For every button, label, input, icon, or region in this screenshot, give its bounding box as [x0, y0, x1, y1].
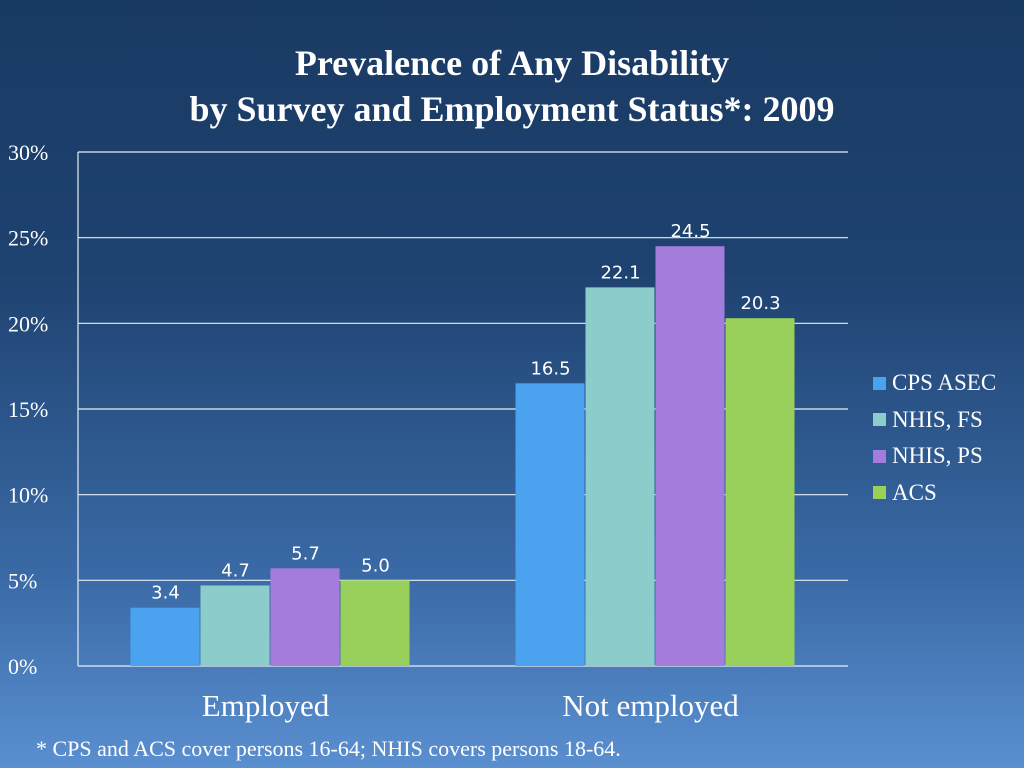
legend-label: ACS — [892, 479, 937, 505]
chart-title: Prevalence of Any Disability by Survey a… — [0, 40, 1024, 132]
data-label: 24.5 — [670, 221, 710, 242]
data-label: 20.3 — [740, 293, 780, 314]
y-tick-label: 20% — [8, 311, 48, 336]
y-tick-label: 5% — [8, 568, 37, 593]
bar — [340, 580, 410, 666]
chart-title-line1: Prevalence of Any Disability — [294, 43, 730, 83]
legend-item: CPS ASEC — [873, 365, 996, 402]
y-tick-label: 0% — [8, 654, 37, 679]
data-label: 5.7 — [291, 543, 320, 564]
data-label: 5.0 — [361, 555, 390, 576]
y-tick-label: 15% — [8, 397, 48, 422]
bar — [270, 568, 340, 666]
legend-swatch — [873, 449, 886, 463]
chart-legend: CPS ASEC NHIS, FS NHIS, PS ACS — [873, 365, 996, 511]
legend-swatch — [873, 486, 886, 500]
legend-label: NHIS, FS — [892, 406, 983, 432]
y-tick-label: 10% — [8, 483, 48, 508]
legend-item: NHIS, FS — [873, 402, 996, 439]
bar — [585, 287, 655, 666]
legend-swatch — [873, 413, 886, 427]
y-tick-label: 25% — [8, 226, 48, 251]
data-label: 16.5 — [530, 358, 570, 379]
legend-item: ACS — [873, 475, 996, 512]
legend-item: NHIS, PS — [873, 438, 996, 475]
bar — [725, 318, 795, 666]
x-category-label: Not employed — [562, 688, 739, 723]
legend-label: NHIS, PS — [892, 443, 983, 469]
chart-title-line2: by Survey and Employment Status*: 2009 — [189, 89, 835, 129]
data-label: 22.1 — [600, 262, 640, 283]
x-category-label: Employed — [202, 688, 330, 723]
legend-label: CPS ASEC — [892, 370, 997, 396]
footnote: * CPS and ACS cover persons 16-64; NHIS … — [36, 736, 621, 761]
data-label: 4.7 — [221, 560, 250, 581]
bar — [515, 383, 585, 666]
y-tick-label: 30% — [8, 140, 48, 165]
bar — [200, 585, 270, 666]
bar — [655, 246, 725, 666]
bar — [130, 607, 200, 666]
legend-swatch — [873, 376, 886, 390]
data-label: 3.4 — [151, 583, 180, 604]
